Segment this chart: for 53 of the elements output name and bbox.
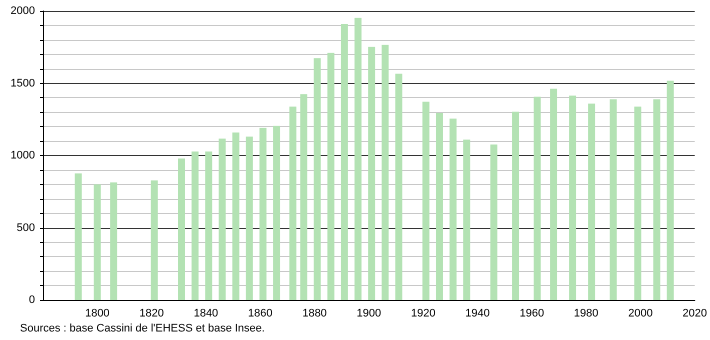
bar: [94, 184, 101, 300]
x-tick-label: 1840: [194, 308, 218, 320]
x-tick-label: 1920: [410, 308, 436, 320]
bar: [110, 182, 118, 300]
x-tick-label: 1940: [465, 308, 490, 320]
y-tick-label: 2000: [10, 5, 35, 17]
bar: [550, 88, 558, 300]
bar: [340, 24, 348, 300]
bar: [192, 151, 199, 300]
bar: [382, 44, 389, 300]
bar: [178, 158, 185, 300]
bar: [259, 128, 266, 300]
source-note: Sources : base Cassini de l'EHESS et base Insee.: [20, 322, 265, 334]
bar: [300, 94, 308, 300]
bar: [218, 138, 226, 300]
bar: [490, 144, 498, 300]
bar: [666, 80, 674, 300]
y-tick-label: 500: [16, 222, 35, 234]
bar: [436, 113, 443, 300]
bar: [634, 106, 642, 300]
x-tick-label: 1880: [302, 308, 327, 320]
x-tick-label: 1800: [85, 308, 110, 320]
bar: [273, 126, 280, 300]
bar: [512, 112, 520, 300]
x-tick-label: 1900: [356, 308, 382, 320]
bar: [314, 58, 321, 300]
x-tick-label: 2020: [682, 308, 708, 320]
bar: [327, 52, 334, 300]
x-tick-label: 2000: [628, 308, 653, 320]
bar: [289, 106, 296, 300]
bar: [395, 74, 402, 300]
bar: [354, 18, 362, 300]
bar: [74, 173, 82, 300]
bar: [463, 140, 470, 300]
bar: [150, 180, 158, 300]
x-tick-label: 1960: [520, 308, 544, 320]
bar: [653, 99, 660, 300]
bar: [368, 46, 376, 300]
bar: [569, 96, 576, 300]
y-tick-label: 0: [28, 294, 35, 306]
bar: [205, 151, 212, 300]
x-tick-label: 1860: [248, 308, 272, 320]
y-tick-label: 1000: [10, 150, 35, 162]
bar: [246, 136, 253, 300]
bar: [588, 104, 596, 300]
x-tick-label: 1980: [574, 308, 598, 320]
bar: [450, 118, 457, 300]
bar: [534, 96, 541, 300]
y-tick-label: 1500: [10, 77, 35, 90]
bar: [422, 102, 430, 300]
bar: [232, 132, 240, 300]
bar: [610, 99, 617, 300]
x-tick-label: 1820: [139, 308, 164, 320]
